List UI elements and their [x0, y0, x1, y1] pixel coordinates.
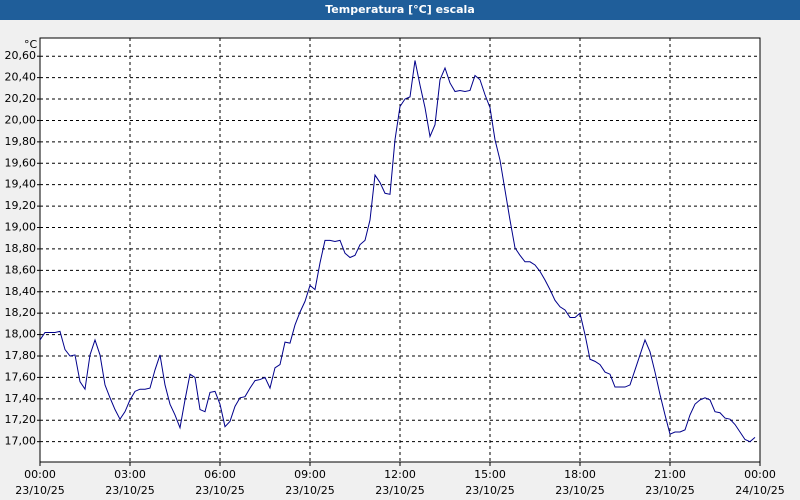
x-tick-label: 03:00	[114, 468, 146, 481]
y-tick-label: 17,40	[5, 392, 37, 405]
x-tick-date: 23/10/25	[195, 484, 244, 497]
y-tick-label: 19,60	[5, 156, 37, 169]
y-tick-label: 19,20	[5, 199, 37, 212]
x-tick-label: 18:00	[564, 468, 596, 481]
chart-title: Temperatura [°C] escala	[325, 3, 475, 16]
x-tick-label: 00:00	[24, 468, 56, 481]
x-tick-label: 12:00	[384, 468, 416, 481]
x-tick-date: 24/10/25	[735, 484, 784, 497]
series-line	[39, 60, 756, 443]
y-tick-label: 19,40	[5, 178, 37, 191]
x-tick-label: 00:00	[744, 468, 776, 481]
y-tick-label: 17,00	[5, 435, 37, 448]
y-tick-label: 20,40	[5, 71, 37, 84]
x-tick-date: 23/10/25	[105, 484, 154, 497]
y-tick-label: 20,20	[5, 92, 37, 105]
y-tick-label: 17,80	[5, 349, 37, 362]
y-unit: °C	[24, 38, 38, 51]
y-tick-label: 18,80	[5, 242, 37, 255]
y-tick-label: 19,80	[5, 135, 37, 148]
x-tick-date: 23/10/25	[375, 484, 424, 497]
x-tick-date: 23/10/25	[15, 484, 64, 497]
x-tick-date: 23/10/25	[285, 484, 334, 497]
y-tick-label: 18,00	[5, 328, 37, 341]
x-tick-date: 23/10/25	[645, 484, 694, 497]
y-tick-label: 20,60	[5, 49, 37, 62]
x-tick-label: 15:00	[474, 468, 506, 481]
x-tick-label: 21:00	[654, 468, 686, 481]
x-tick-date: 23/10/25	[555, 484, 604, 497]
x-tick-label: 06:00	[204, 468, 236, 481]
y-tick-label: 18,20	[5, 306, 37, 319]
y-tick-label: 20,00	[5, 113, 37, 126]
y-tick-label: 17,60	[5, 370, 37, 383]
x-tick-date: 23/10/25	[465, 484, 514, 497]
y-tick-label: 18,60	[5, 263, 37, 276]
y-tick-label: 18,40	[5, 285, 37, 298]
x-tick-label: 09:00	[294, 468, 326, 481]
y-tick-label: 19,00	[5, 221, 37, 234]
title-bar	[0, 0, 800, 20]
y-tick-label: 17,20	[5, 413, 37, 426]
